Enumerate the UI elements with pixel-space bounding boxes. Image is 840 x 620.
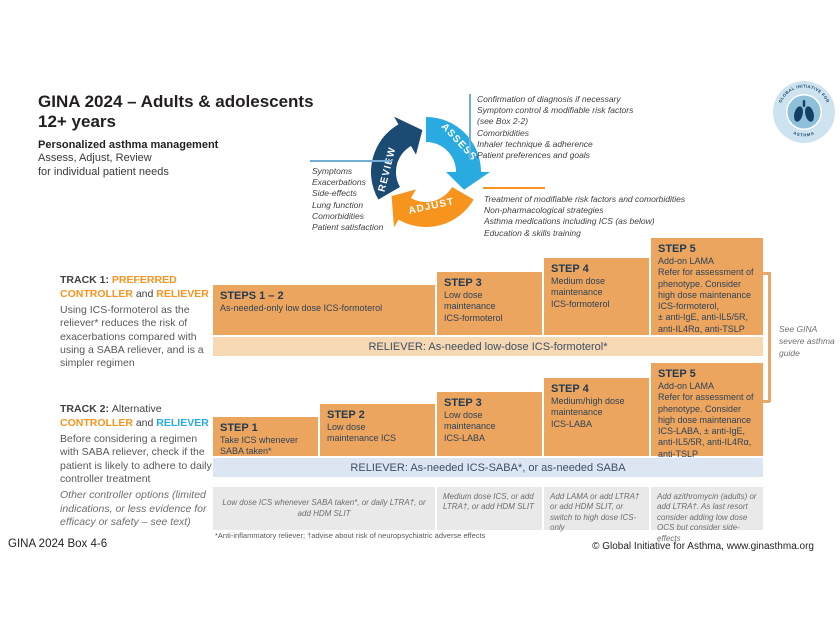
severe-asthma-bracket-bottom — [760, 400, 770, 403]
gina-logo-icon: GLOBAL INITIATIVE FOR ASTHMA — [773, 81, 835, 143]
list-item: Education & skills training — [484, 227, 581, 238]
step-body: Medium dose maintenance ICS-formoterol — [551, 276, 610, 309]
step-body: Low dose maintenance ICS — [327, 422, 397, 444]
list-item: Symptoms — [312, 166, 353, 176]
track1-highlight-controller: PREFERRED CONTROLLER — [60, 274, 177, 300]
track2-alternative: Alternative — [111, 403, 162, 415]
step-body: Take ICS whenever SABA taken* — [220, 435, 299, 457]
severe-asthma-guide-note: See GINA severe asthma guide — [779, 324, 835, 358]
step-body: Low dose maintenance ICS-LABA — [444, 410, 496, 443]
list-item: Treatment of modifiable risk factors and… — [484, 194, 686, 204]
lungs-icon — [794, 100, 814, 122]
svg-text:ASTHMA: ASTHMA — [793, 130, 816, 137]
other-option-box-step5: Add azithromycin (adults) or add LTRA†. … — [651, 487, 763, 543]
track1-description: Using ICS-formoterol as the reliever* re… — [60, 303, 204, 370]
list-item: Patient preferences and goals — [477, 150, 590, 161]
step-title: STEP 4 — [551, 383, 589, 395]
step-body: Low dose maintenance ICS-formoterol — [444, 290, 503, 323]
track1-heading: TRACK 1: PREFERRED CONTROLLER and RELIEV… — [60, 274, 212, 302]
logo-bottom-text: ASTHMA — [793, 130, 815, 137]
step-title: STEP 4 — [551, 263, 589, 275]
title-line-1: GINA 2024 – Adults & adolescents — [38, 92, 314, 111]
list-item: Side-effects — [312, 188, 357, 199]
track2-heading: TRACK 2: Alternative CONTROLLER and RELI… — [60, 403, 212, 431]
subtitle-bold: Personalized asthma management — [38, 139, 219, 152]
page-title: GINA 2024 – Adults & adolescents 12+ yea… — [38, 92, 338, 132]
track2-step-1-box: STEP 1 Take ICS whenever SABA taken* — [213, 417, 318, 456]
subtitle-line-3: for individual patient needs — [38, 166, 169, 179]
list-item: Asthma medications including ICS (as bel… — [484, 216, 655, 227]
track2-and: and — [135, 416, 154, 429]
track1-label: TRACK 1: PREFERRED CONTROLLER and RELIEV… — [60, 274, 212, 371]
severe-asthma-bracket — [768, 272, 771, 402]
step-title: STEP 2 — [327, 409, 365, 421]
step-title: STEPS 1 – 2 — [220, 290, 284, 302]
other-option-box-step4: Add LAMA or add LTRA† or add HDM SLIT, o… — [544, 487, 649, 532]
list-item: Lung function — [312, 199, 364, 210]
other-controller-options-note: Other controller options (limited indica… — [60, 489, 207, 529]
list-item: Symptom control & modifiable risk factor… — [477, 105, 634, 127]
track1-steps-1-2-box: STEPS 1 – 2 As-needed-only low dose ICS-… — [213, 285, 435, 335]
track1-prefix: TRACK 1: — [60, 274, 109, 286]
step-title: STEP 3 — [444, 397, 482, 409]
header-block: GINA 2024 – Adults & adolescents 12+ yea… — [38, 92, 338, 180]
other-option-box-steps1-2: Low dose ICS whenever SABA taken*, or da… — [213, 487, 435, 530]
track2-step-3-box: STEP 3 Low dose maintenance ICS-LABA — [437, 392, 542, 456]
subtitle-line-2: Assess, Adjust, Review — [38, 152, 152, 165]
list-item: Inhaler technique & adherence — [477, 138, 593, 149]
track2-reliever-text: RELIEVER: As-needed ICS-SABA*, or as-nee… — [350, 461, 626, 474]
track1-highlight-reliever: RELIEVER — [156, 287, 209, 300]
track2-step-5-box: STEP 5 Add-on LAMA Refer for assessment … — [651, 363, 763, 459]
assess-connector-line — [469, 94, 471, 160]
track2-prefix: TRACK 2: — [60, 403, 109, 415]
track1-reliever-bar: RELIEVER: As-needed low-dose ICS-formote… — [213, 337, 763, 356]
track1-reliever-text: RELIEVER: As-needed low-dose ICS-formote… — [368, 340, 608, 353]
step-title: STEP 3 — [444, 277, 482, 289]
list-item: Comorbidities — [477, 127, 529, 138]
track2-label: TRACK 2: Alternative CONTROLLER and RELI… — [60, 403, 212, 486]
review-connector-line — [310, 160, 392, 162]
list-item: Patient satisfaction — [312, 222, 384, 233]
track2-highlight-controller: CONTROLLER — [60, 416, 133, 429]
footer-copyright: © Global Initiative for Asthma, www.gina… — [592, 541, 814, 552]
step-title: STEP 1 — [220, 422, 258, 434]
severe-asthma-bracket-top — [760, 272, 770, 275]
assess-adjust-review-cycle: ASSESS ADJUST REVIEW — [362, 108, 490, 231]
list-item: Confirmation of diagnosis if necessary — [477, 94, 621, 104]
list-item: Exacerbations — [312, 177, 366, 188]
adjust-considerations-list: Treatment of modifiable risk factors and… — [484, 194, 689, 239]
footer-box-reference: GINA 2024 Box 4-6 — [8, 538, 108, 550]
assess-considerations-list: Confirmation of diagnosis if necessary S… — [477, 94, 635, 161]
footnote: *Anti-inflammatory reliever; †advise abo… — [215, 531, 486, 540]
step-title: STEP 5 — [658, 368, 696, 380]
step-body: As-needed-only low dose ICS-formoterol — [220, 303, 383, 313]
review-considerations-list: Symptoms Exacerbations Side-effects Lung… — [312, 166, 432, 233]
list-item: Non-pharmacological strategies — [484, 205, 604, 216]
track2-step-4-box: STEP 4 Medium/high dose maintenance ICS-… — [544, 378, 649, 456]
other-option-box-step3: Medium dose ICS, or add LTRA†, or add HD… — [437, 487, 542, 530]
track2-reliever-bar: RELIEVER: As-needed ICS-SABA*, or as-nee… — [213, 458, 763, 477]
track1-and: and — [135, 287, 154, 300]
step-body: Medium/high dose maintenance ICS-LABA — [551, 396, 625, 429]
track1-step-5-box: STEP 5 Add-on LAMA Refer for assessment … — [651, 238, 763, 335]
track2-description: Before considering a regimen with SABA r… — [60, 432, 212, 486]
step-body: Add-on LAMA Refer for assessment of phen… — [658, 381, 754, 459]
list-item: Comorbidities — [312, 210, 364, 221]
track1-step-3-box: STEP 3 Low dose maintenance ICS-formoter… — [437, 272, 542, 335]
step-body: Add-on LAMA Refer for assessment of phen… — [658, 256, 754, 334]
adjust-connector-line — [483, 187, 545, 189]
track1-step-4-box: STEP 4 Medium dose maintenance ICS-formo… — [544, 258, 649, 335]
title-line-2: 12+ years — [38, 112, 116, 132]
track2-highlight-reliever: RELIEVER — [156, 416, 209, 429]
step-title: STEP 5 — [658, 243, 696, 255]
track2-step-2-box: STEP 2 Low dose maintenance ICS — [320, 404, 435, 456]
